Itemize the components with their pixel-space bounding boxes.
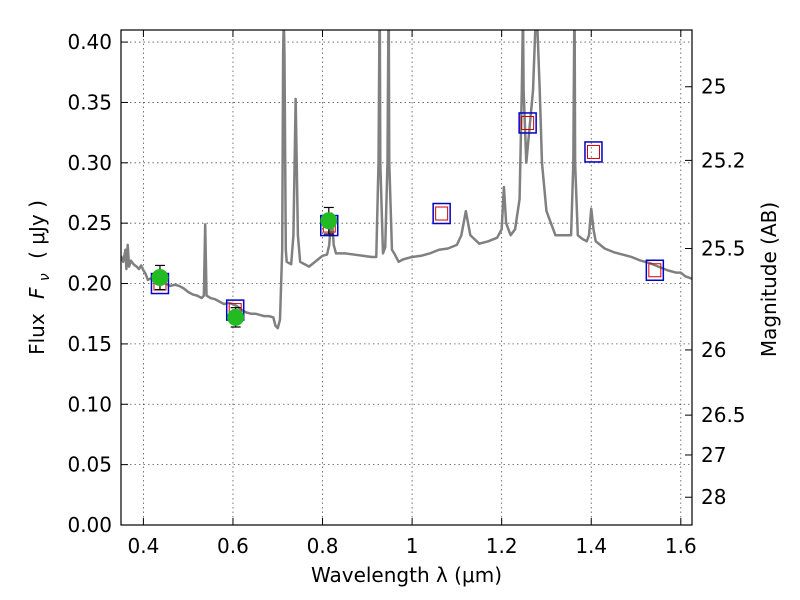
y2-axis-label: Magnitude (AB) [757,202,781,357]
x-tick-label: 0.8 [307,534,339,558]
observed-photometry-point [227,308,245,326]
model-photometry-square [432,202,451,225]
model-photometry-square [584,141,603,163]
y2-tick-label: 26.5 [701,403,746,427]
observed-photometry-point [320,212,338,230]
x-tick-label: 1 [406,534,419,558]
grid-lines [121,30,692,526]
x-tick-label: 1.6 [665,534,697,558]
marker-layer [150,112,665,328]
tick-layer: 0.4 0.6 0.8 1 1.2 1.4 1.6 0.00 0.05 0.10 0.15 0.20 0… [67,30,746,558]
model-photometry-square [645,259,665,282]
y-tick-label: 0.00 [67,513,112,537]
model-photometry-square-inner [586,144,600,159]
y2-tick-label: 25.2 [701,148,746,172]
x-tick-label: 1.4 [575,534,607,558]
model-photometry-square-inner [435,206,449,221]
y-tick-label: 0.20 [67,272,112,296]
y2-tick-label: 28 [701,485,726,509]
y-axis-label-symbol: F [25,287,49,299]
y-tick-label: 0.05 [67,453,112,477]
y2-tick-label: 27 [701,443,726,467]
y-axis-label-subscript: ν [37,273,53,281]
spectrum-layer [121,30,692,330]
x-axis-label: Wavelength λ (μm) [311,563,502,587]
observed-photometry-point [151,269,169,286]
x-tick-label: 0.4 [127,534,159,558]
y-tick-label: 0.25 [67,211,112,235]
y-tick-label: 0.40 [67,30,112,54]
y-tick-label: 0.35 [67,90,112,114]
y2-tick-label: 25.5 [701,237,746,261]
model-photometry-square [518,112,537,134]
y-axis-label: Flux F ν ( μJy ) [25,200,54,355]
x-tick-label: 1.2 [486,534,518,558]
y-tick-label: 0.30 [67,151,112,175]
model-photometry-square-inner [648,263,662,278]
y2-tick-label: 25 [701,75,726,99]
plot-frame [120,29,693,526]
y-axis-label-unit: ( μJy ) [25,200,49,259]
spectrum-line [121,30,692,330]
y-tick-label: 0.10 [67,392,112,416]
y-axis-label-main: Flux [25,313,49,355]
y2-tick-label: 26 [701,338,726,362]
model-photometry-square-inner [521,115,535,130]
y-tick-label: 0.15 [67,332,112,356]
x-tick-label: 0.6 [217,534,249,558]
